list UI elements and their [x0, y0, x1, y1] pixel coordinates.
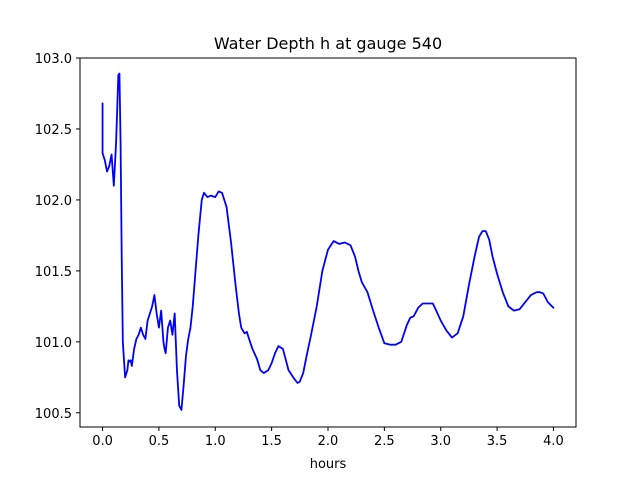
y-tick-label: 103.0	[35, 52, 72, 67]
x-tick-label: 0.5	[149, 434, 170, 449]
x-tick-label: 0.0	[92, 434, 113, 449]
x-axis-label: hours	[310, 457, 347, 472]
x-tick-label: 1.0	[205, 434, 226, 449]
y-tick-label: 101.0	[35, 336, 72, 351]
x-tick-label: 4.0	[543, 434, 564, 449]
x-tick-label: 2.5	[374, 434, 395, 449]
series-line	[101, 72, 555, 411]
x-tick-label: 1.5	[261, 434, 282, 449]
y-axis-ticks: 100.5 101.0 101.5 102.0 102.5 103.0	[35, 52, 80, 422]
y-tick-label: 101.5	[35, 265, 72, 280]
x-tick-label: 3.5	[487, 434, 508, 449]
chart-title: Water Depth h at gauge 540	[214, 34, 442, 53]
x-tick-label: 3.0	[430, 434, 451, 449]
plot-frame	[79, 57, 577, 428]
y-tick-label: 100.5	[35, 407, 72, 422]
x-tick-label: 2.0	[318, 434, 339, 449]
plot-area	[80, 58, 576, 427]
series-layer	[101, 72, 555, 411]
y-tick-label: 102.0	[35, 194, 72, 209]
x-axis-ticks: 0.0 0.5 1.0 1.5 2.0 2.5 3.0 3.5 4.0	[92, 427, 564, 449]
y-tick-label: 102.5	[35, 123, 72, 138]
